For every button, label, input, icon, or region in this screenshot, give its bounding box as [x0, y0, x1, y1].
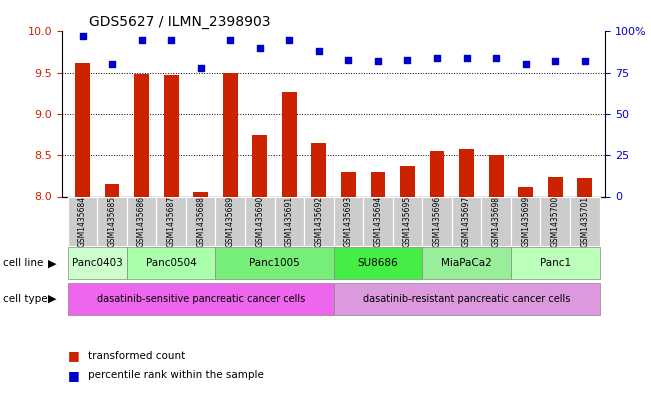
- Bar: [215, 196, 245, 246]
- Point: [166, 37, 176, 43]
- Point: [402, 56, 413, 62]
- Bar: [341, 172, 356, 196]
- Text: GSM1435686: GSM1435686: [137, 195, 146, 247]
- Bar: [430, 151, 445, 196]
- Text: ■: ■: [68, 349, 80, 362]
- Bar: [97, 196, 127, 246]
- Bar: [334, 283, 600, 314]
- Text: GSM1435692: GSM1435692: [314, 195, 324, 247]
- Bar: [156, 196, 186, 246]
- Bar: [393, 196, 422, 246]
- Bar: [75, 63, 90, 196]
- Text: GSM1435695: GSM1435695: [403, 195, 412, 247]
- Point: [520, 61, 531, 68]
- Text: GSM1435698: GSM1435698: [492, 195, 501, 247]
- Text: GSM1435700: GSM1435700: [551, 195, 560, 247]
- Point: [137, 37, 147, 43]
- Bar: [68, 283, 334, 314]
- Point: [373, 58, 383, 64]
- Bar: [334, 248, 422, 279]
- Bar: [304, 196, 334, 246]
- Bar: [489, 155, 503, 196]
- Text: GSM1435690: GSM1435690: [255, 195, 264, 247]
- Bar: [334, 196, 363, 246]
- Point: [225, 37, 236, 43]
- Point: [491, 55, 501, 61]
- Bar: [452, 196, 481, 246]
- Bar: [245, 196, 275, 246]
- Text: Panc1005: Panc1005: [249, 258, 300, 268]
- Bar: [134, 74, 149, 196]
- Point: [255, 45, 265, 51]
- Text: GSM1435693: GSM1435693: [344, 195, 353, 247]
- Bar: [223, 73, 238, 196]
- Point: [107, 61, 117, 68]
- Text: GSM1435691: GSM1435691: [285, 195, 294, 247]
- Bar: [275, 196, 304, 246]
- Bar: [422, 196, 452, 246]
- Text: GSM1435701: GSM1435701: [580, 195, 589, 247]
- Bar: [127, 196, 156, 246]
- Point: [314, 48, 324, 54]
- Bar: [215, 248, 334, 279]
- Text: dasatinib-resistant pancreatic cancer cells: dasatinib-resistant pancreatic cancer ce…: [363, 294, 570, 304]
- Bar: [422, 248, 511, 279]
- Text: ■: ■: [68, 369, 80, 382]
- Bar: [459, 149, 474, 196]
- Bar: [193, 192, 208, 196]
- Point: [77, 33, 88, 40]
- Text: cell line: cell line: [3, 258, 44, 268]
- Text: MiaPaCa2: MiaPaCa2: [441, 258, 492, 268]
- Text: transformed count: transformed count: [88, 351, 185, 361]
- Bar: [511, 248, 600, 279]
- Point: [343, 56, 353, 62]
- Bar: [68, 196, 97, 246]
- Bar: [540, 196, 570, 246]
- Text: dasatinib-sensitive pancreatic cancer cells: dasatinib-sensitive pancreatic cancer ce…: [96, 294, 305, 304]
- Text: GSM1435687: GSM1435687: [167, 195, 176, 247]
- Bar: [164, 75, 178, 196]
- Text: GSM1435699: GSM1435699: [521, 195, 530, 247]
- Text: Panc1: Panc1: [540, 258, 571, 268]
- Text: Panc0403: Panc0403: [72, 258, 122, 268]
- Bar: [186, 196, 215, 246]
- Text: ▶: ▶: [48, 294, 56, 304]
- Point: [550, 58, 561, 64]
- Text: GDS5627 / ILMN_2398903: GDS5627 / ILMN_2398903: [89, 15, 271, 29]
- Point: [432, 55, 442, 61]
- Bar: [400, 166, 415, 196]
- Bar: [511, 196, 540, 246]
- Point: [195, 64, 206, 71]
- Bar: [370, 172, 385, 196]
- Text: GSM1435688: GSM1435688: [196, 196, 205, 246]
- Bar: [570, 196, 600, 246]
- Bar: [253, 136, 267, 196]
- Text: ▶: ▶: [48, 258, 56, 268]
- Text: GSM1435694: GSM1435694: [374, 195, 382, 247]
- Text: GSM1435689: GSM1435689: [226, 195, 235, 247]
- Text: GSM1435685: GSM1435685: [107, 195, 117, 247]
- Bar: [282, 92, 297, 196]
- Text: percentile rank within the sample: percentile rank within the sample: [88, 370, 264, 380]
- Bar: [518, 187, 533, 196]
- Bar: [481, 196, 511, 246]
- Point: [284, 37, 294, 43]
- Bar: [548, 177, 562, 196]
- Text: cell type: cell type: [3, 294, 48, 304]
- Bar: [311, 143, 326, 196]
- Text: SU8686: SU8686: [357, 258, 398, 268]
- Bar: [363, 196, 393, 246]
- Bar: [105, 184, 119, 196]
- Text: GSM1435684: GSM1435684: [78, 195, 87, 247]
- Bar: [127, 248, 215, 279]
- Bar: [68, 248, 127, 279]
- Text: GSM1435697: GSM1435697: [462, 195, 471, 247]
- Point: [579, 58, 590, 64]
- Bar: [577, 178, 592, 196]
- Point: [462, 55, 472, 61]
- Text: Panc0504: Panc0504: [146, 258, 197, 268]
- Text: GSM1435696: GSM1435696: [432, 195, 441, 247]
